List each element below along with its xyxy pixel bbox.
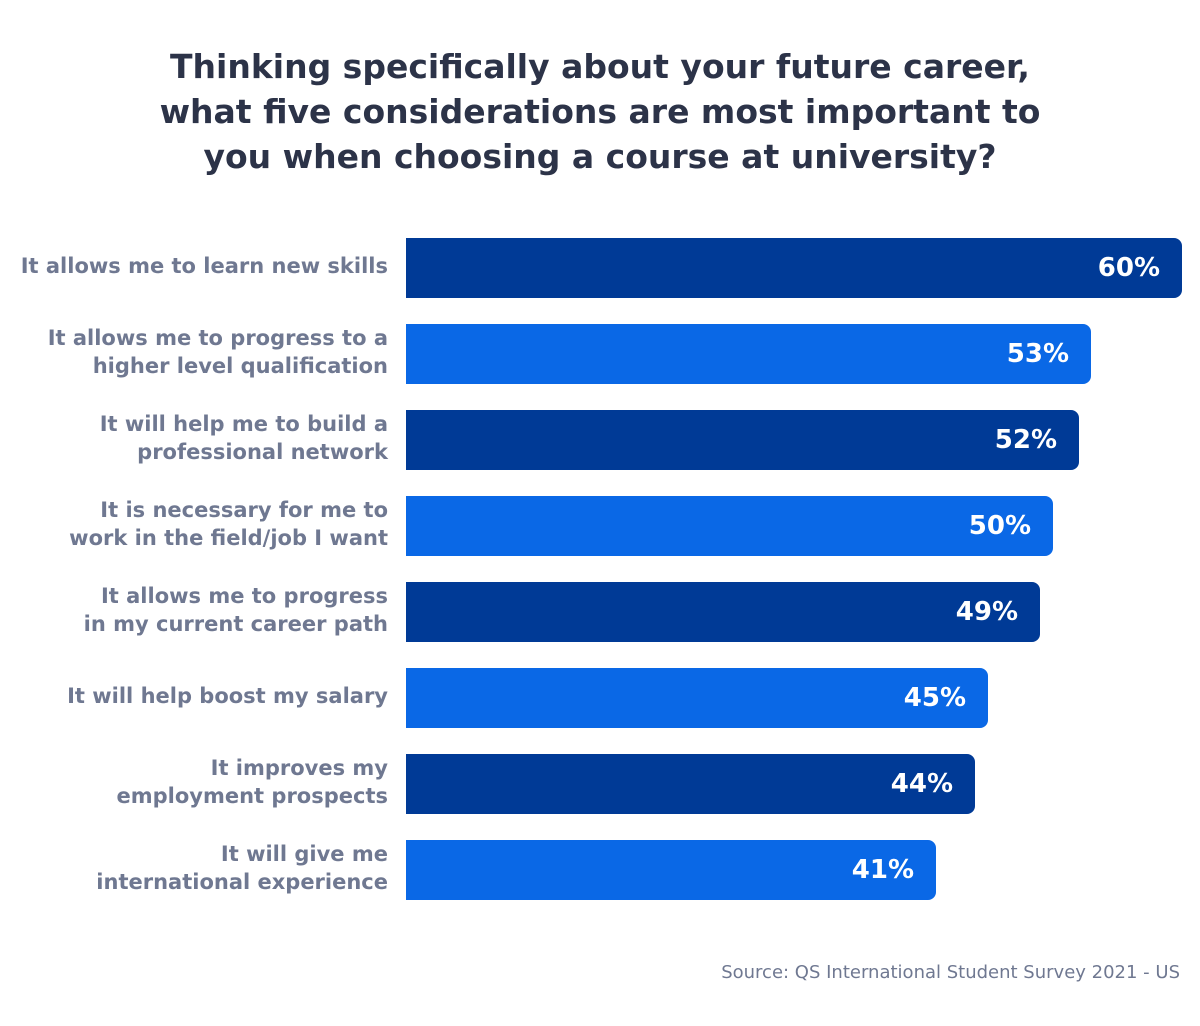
chart-title-line: what five considerations are most import… [159, 92, 1041, 131]
category-label-line: employment prospects [116, 784, 388, 808]
category-label-line: professional network [137, 440, 388, 464]
bar-value-label: 52% [994, 425, 1057, 455]
category-label: It allows me to progress to a higher leve… [0, 324, 388, 380]
chart-title: Thinking specifically about your future … [100, 44, 1100, 179]
bar: 49% [406, 582, 1040, 642]
source-note: Source: QS International Student Survey … [721, 962, 1180, 983]
bar-value-label: 53% [1006, 339, 1069, 369]
category-label-line: It allows me to learn new skills [20, 254, 388, 278]
category-label: It allows me to progress in my current ca… [0, 582, 388, 638]
bar: 44% [406, 754, 975, 814]
category-label-line: It improves my [210, 756, 388, 780]
bar-value-label: 41% [851, 855, 914, 885]
bar-value-label: 50% [968, 511, 1031, 541]
bar-value-label: 45% [903, 683, 966, 713]
chart-title-line: you when choosing a course at university… [203, 137, 997, 176]
category-label: It will help me to build a professional n… [0, 410, 388, 466]
bar: 60% [406, 238, 1182, 298]
category-label: It improves my employment prospects [0, 754, 388, 810]
category-label-line: international experience [96, 870, 388, 894]
chart-title-line: Thinking specifically about your future … [170, 47, 1030, 86]
bar: 52% [406, 410, 1079, 470]
category-label: It is necessary for me to work in the fie… [0, 496, 388, 552]
category-label-line: It will give me [220, 842, 388, 866]
bar: 41% [406, 840, 936, 900]
bar-value-label: 44% [890, 769, 953, 799]
category-label-line: It allows me to progress [100, 584, 388, 608]
category-label-line: It will help me to build a [99, 412, 388, 436]
bar-value-label: 49% [955, 597, 1018, 627]
category-label-line: It will help boost my salary [67, 684, 388, 708]
bar: 53% [406, 324, 1091, 384]
bar: 50% [406, 496, 1053, 556]
category-label-line: in my current career path [83, 612, 388, 636]
category-label-line: work in the field/job I want [69, 526, 388, 550]
bar-value-label: 60% [1097, 253, 1160, 283]
category-label-line: It is necessary for me to [100, 498, 388, 522]
bar: 45% [406, 668, 988, 728]
category-label-line: higher level qualification [92, 354, 388, 378]
category-label: It will give me international experience [0, 840, 388, 896]
category-label: It will help boost my salary [0, 682, 388, 710]
category-label-line: It allows me to progress to a [47, 326, 388, 350]
category-label: It allows me to learn new skills [0, 252, 388, 280]
